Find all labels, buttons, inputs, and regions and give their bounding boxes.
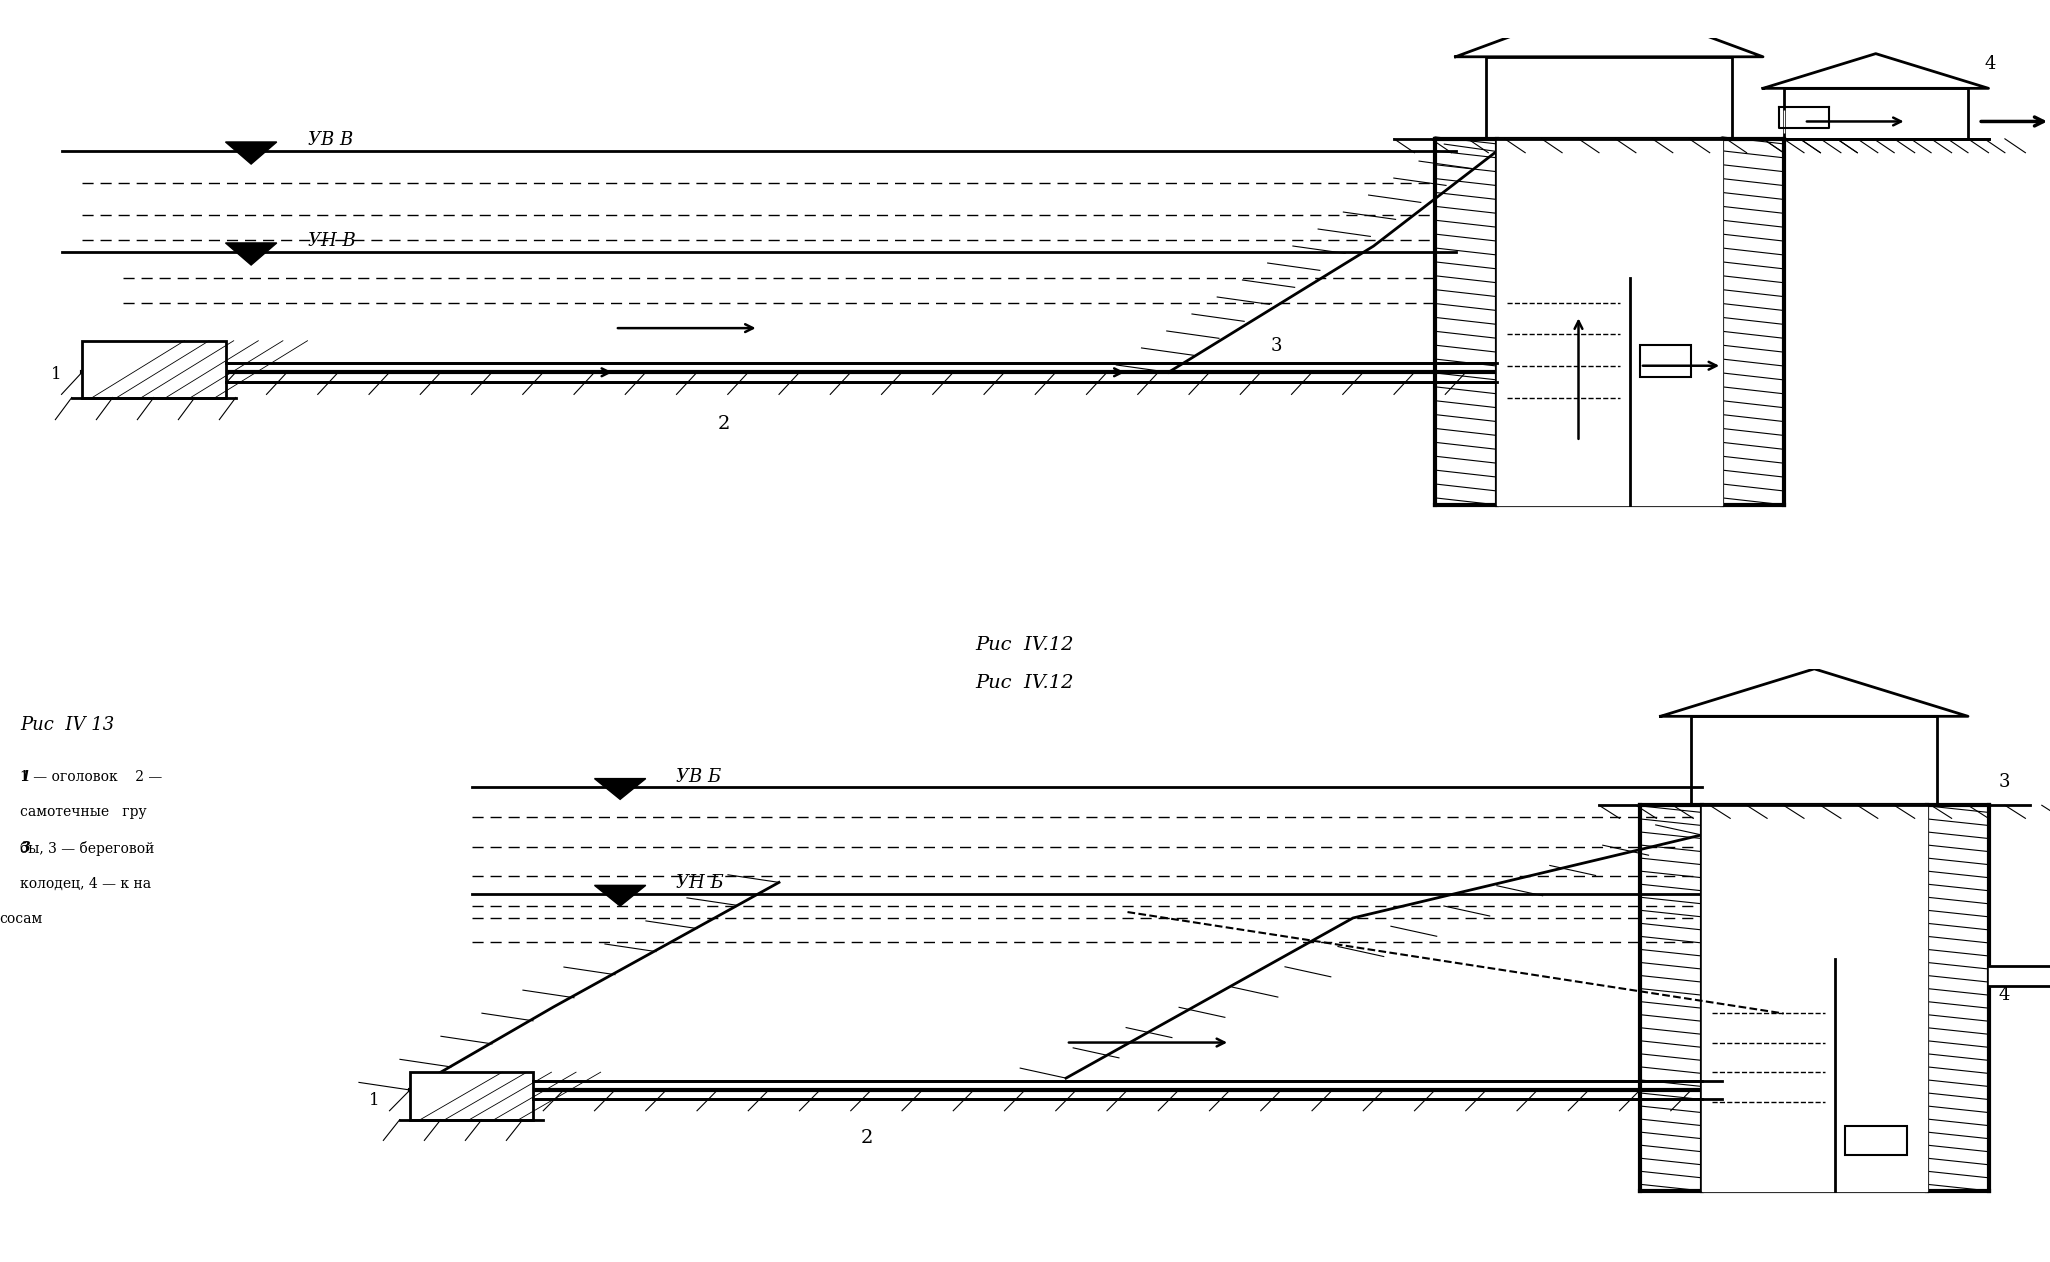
Polygon shape (226, 143, 277, 164)
Polygon shape (1660, 669, 1968, 717)
Polygon shape (226, 244, 277, 265)
Text: УН В: УН В (308, 232, 355, 250)
Text: Рис  IV.12: Рис IV.12 (976, 674, 1074, 692)
Polygon shape (1456, 0, 1763, 57)
Polygon shape (1988, 965, 2050, 987)
Polygon shape (1691, 717, 1937, 805)
Bar (1691, 717, 1937, 805)
Text: 3: 3 (1999, 774, 2011, 791)
Text: 4: 4 (1984, 56, 1997, 73)
Text: колодец, 4 — к на: колодец, 4 — к на (20, 876, 152, 891)
Text: 2: 2 (718, 415, 730, 433)
Bar (410, 1073, 533, 1119)
Text: УВ Б: УВ Б (676, 767, 722, 785)
Text: УН Б: УН Б (676, 875, 724, 892)
Text: Рис  IV 13: Рис IV 13 (20, 717, 115, 734)
Text: УВ В: УВ В (308, 131, 353, 149)
Bar (1784, 88, 1968, 139)
Text: сосам: сосам (0, 912, 43, 926)
Polygon shape (1784, 88, 1968, 139)
Bar (1845, 1126, 1906, 1155)
Polygon shape (1496, 139, 1722, 505)
Text: 1 — оголовок    2 —: 1 — оголовок 2 — (20, 770, 162, 784)
Text: 2: 2 (861, 1129, 873, 1147)
Text: самотечные   гру: самотечные гру (20, 805, 148, 819)
Bar (1640, 346, 1691, 377)
Bar (1486, 57, 1732, 139)
Polygon shape (594, 886, 646, 906)
Text: 3: 3 (20, 840, 31, 854)
Bar (82, 341, 226, 398)
Text: 1: 1 (369, 1092, 379, 1109)
Polygon shape (82, 341, 226, 398)
Text: Рис  IV.12: Рис IV.12 (976, 636, 1074, 654)
Text: 1: 1 (20, 770, 31, 784)
Polygon shape (1763, 54, 1988, 88)
Polygon shape (1702, 805, 1927, 1191)
Polygon shape (1486, 57, 1732, 139)
Text: 3: 3 (1271, 337, 1283, 355)
Text: 1: 1 (51, 366, 61, 382)
Text: 4: 4 (1999, 986, 2011, 1003)
Text: бы, 3 — береговой: бы, 3 — береговой (20, 840, 156, 856)
Polygon shape (594, 779, 646, 799)
Polygon shape (410, 1073, 533, 1119)
